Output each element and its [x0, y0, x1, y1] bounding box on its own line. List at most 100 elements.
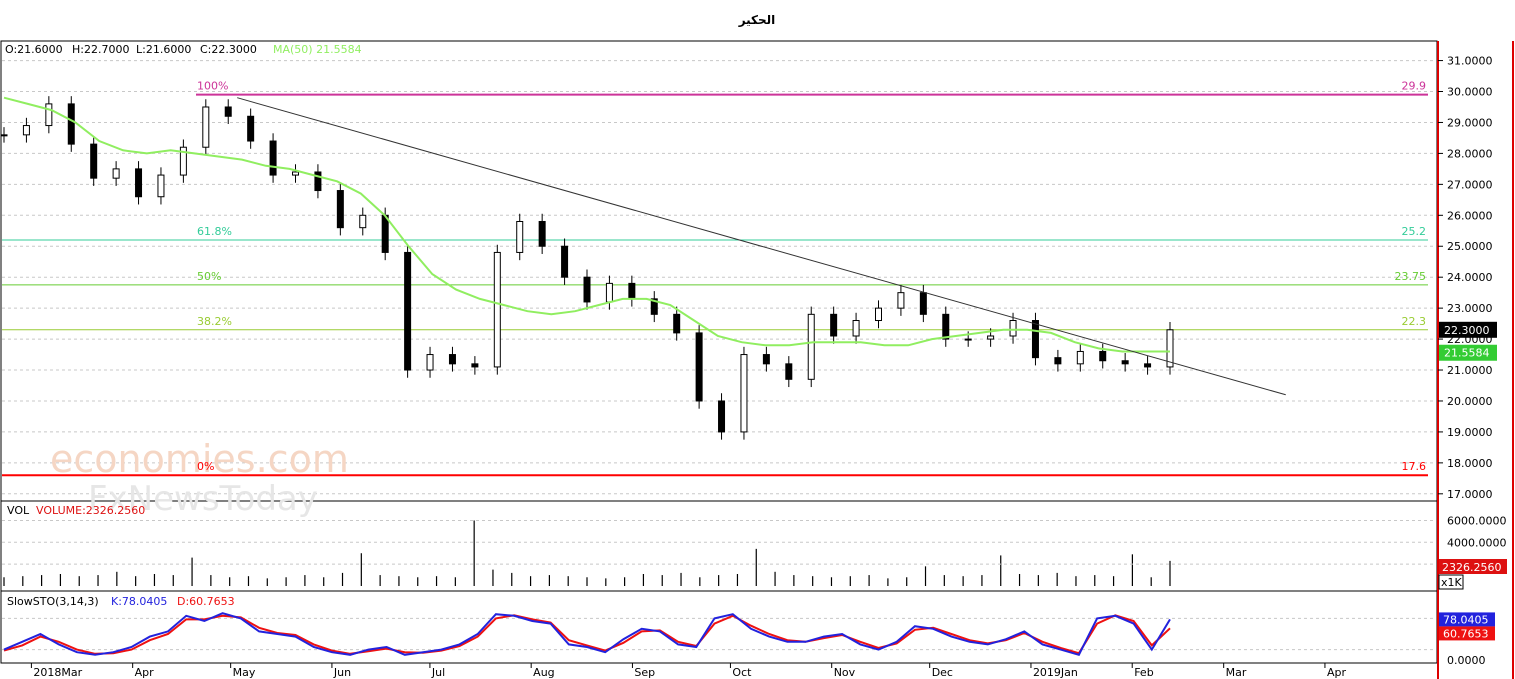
candle-body	[426, 354, 434, 371]
candle-body	[448, 354, 456, 365]
candle-body	[650, 298, 658, 315]
candle-body	[404, 251, 412, 371]
time-tick-label: Feb	[1134, 666, 1153, 679]
candle-body	[381, 214, 389, 253]
candle-body	[224, 106, 232, 117]
ma-readout: MA(50) 21.5584	[273, 43, 362, 56]
current-price-label: 22.3000	[1444, 324, 1490, 337]
price-tick-label: 24.0000	[1447, 271, 1493, 284]
stoch-d-label: D:60.7653	[177, 595, 235, 608]
time-tick-label: Nov	[834, 666, 856, 679]
candle-body	[583, 276, 591, 303]
candle-body	[135, 168, 143, 198]
stoch-label: SlowSTO(3,14,3)	[7, 595, 99, 608]
ma-badge-label: 21.5584	[1444, 347, 1490, 360]
fibonacci-levels: 100% 29.9 61.8% 25.2 50% 23.75 38.2% 22.3 0% 17.6	[2, 80, 1428, 477]
candle-body	[112, 168, 120, 179]
volume-bars	[3, 520, 1171, 586]
price-tick-label: 29.0000	[1447, 116, 1493, 129]
candle-body	[762, 354, 770, 365]
price-tick-label: 27.0000	[1447, 178, 1493, 191]
price-tick-label: 28.0000	[1447, 147, 1493, 160]
fib-level-price: 25.2	[1402, 225, 1427, 238]
stoch-k-badge-label: 78.0405	[1443, 613, 1489, 626]
candle-body	[22, 125, 30, 136]
candle-body	[359, 214, 367, 229]
chart-title: الحكير	[738, 13, 776, 27]
price-tick-label: 30.0000	[1447, 86, 1493, 99]
candle-body	[1099, 350, 1107, 362]
candlesticks	[0, 96, 1174, 440]
candle-body	[628, 282, 636, 300]
ohlc-high: H:22.7000	[72, 43, 129, 56]
stoch-k-line	[3, 612, 1171, 656]
candle-body	[516, 220, 524, 253]
fib-level-percent: 61.8%	[197, 225, 232, 238]
stoch-zero-tick: 0.0000	[1447, 654, 1486, 667]
price-tick-label: 23.0000	[1447, 302, 1493, 315]
candle-body	[67, 103, 75, 145]
watermark-fxnewstoday: FxNewsToday	[88, 479, 318, 519]
time-tick-label: Dec	[932, 666, 953, 679]
ohlc-low: L:21.6000	[136, 43, 191, 56]
price-tick-label: 25.0000	[1447, 240, 1493, 253]
time-tick-label: Apr	[135, 666, 155, 679]
fib-level-percent: 38.2%	[197, 315, 232, 328]
candle-body	[538, 220, 546, 247]
time-tick-label: Oct	[732, 666, 752, 679]
volume-tick-label: 4000.0000	[1447, 536, 1507, 549]
volume-label: VOL	[7, 504, 30, 517]
ma-line	[3, 96, 1170, 353]
time-tick-label: 2019Jan	[1033, 666, 1078, 679]
stoch-k-label: K:78.0405	[111, 595, 167, 608]
candle-body	[1144, 363, 1152, 368]
candle-body	[202, 106, 210, 148]
current-price-badge	[1439, 321, 1497, 338]
candle-body	[179, 146, 187, 176]
candle-body	[561, 245, 569, 278]
stoch-k-badge	[1439, 612, 1495, 627]
price-tick-label: 18.0000	[1447, 457, 1493, 470]
volume-tick-label: 6000.0000	[1447, 514, 1507, 527]
ohlc-close: C:22.3000	[200, 43, 257, 56]
fib-level-price: 22.3	[1402, 315, 1427, 328]
fib-level-price: 29.9	[1402, 80, 1427, 93]
time-tick-label: Aug	[533, 666, 554, 679]
candle-body	[785, 363, 793, 380]
candle-body	[336, 190, 344, 229]
ohlc-open: O:21.6000	[5, 43, 63, 56]
price-tick-label: 21.0000	[1447, 364, 1493, 377]
trendline	[237, 97, 1286, 396]
candle-body	[1166, 329, 1174, 368]
volume-badge-label: 2326.2560	[1442, 561, 1502, 574]
candle-body	[1009, 320, 1017, 337]
candle-body	[695, 332, 703, 402]
time-tick-label: Mar	[1226, 666, 1247, 679]
watermark-economies: economies.com	[50, 437, 349, 481]
fib-level-price: 17.6	[1402, 460, 1427, 473]
candle-body	[314, 171, 322, 192]
candle-body	[718, 400, 726, 433]
candle-body	[919, 292, 927, 315]
candle-body	[493, 251, 501, 368]
moving-average	[3, 96, 1170, 353]
candle-body	[1121, 360, 1129, 365]
candle-body	[605, 282, 613, 303]
volume-multiplier-label: x1K	[1441, 576, 1463, 589]
candle-body	[875, 307, 882, 322]
candle-body	[269, 140, 277, 176]
candle-body	[1076, 350, 1084, 365]
volume-multiplier-box	[1438, 574, 1464, 590]
candle-body	[1054, 357, 1062, 365]
price-tick-label: 20.0000	[1447, 395, 1493, 408]
candle-body	[45, 103, 53, 127]
price-tick-label: 26.0000	[1447, 209, 1493, 222]
candle-body	[0, 134, 8, 137]
price-axis: 31.0000 30.0000 29.0000 28.0000 27.0000 26.00…	[1438, 55, 1497, 501]
price-tick-label: 17.0000	[1447, 488, 1493, 501]
candle-body	[1031, 320, 1039, 359]
time-axis: 2018Mar Apr May Jun Jul Aug Sep Oct Nov Dec 2019Ja…	[30, 663, 1346, 679]
